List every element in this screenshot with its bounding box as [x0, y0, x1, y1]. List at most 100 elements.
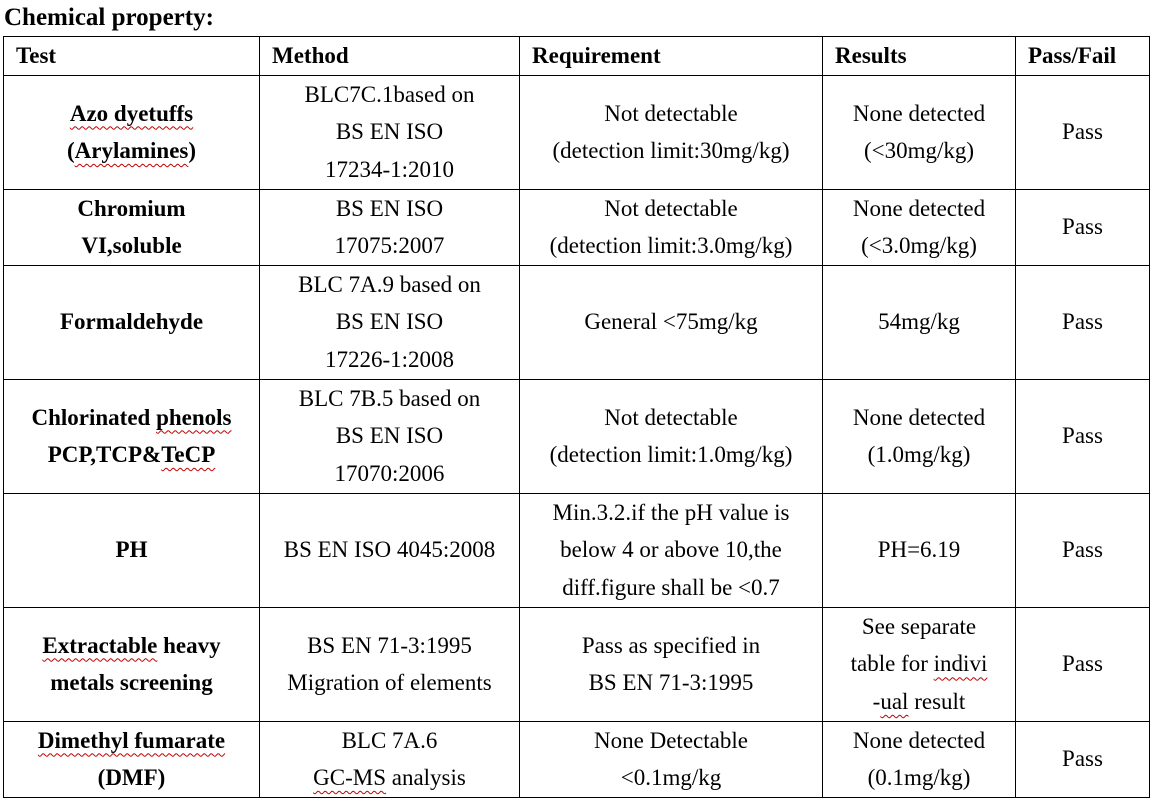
cell-line: Chlorinated phenols: [10, 399, 253, 437]
cell-line: None detected: [852, 404, 986, 430]
cell-line: 17226-1:2008: [324, 346, 455, 372]
cell-text: heavy: [157, 632, 221, 658]
test-cell: Formaldehyde: [3, 264, 260, 380]
cell-line: BLC 7B.5 based on: [298, 385, 481, 411]
spellcheck-underlined-text: Dimethyl fumarate: [37, 727, 226, 753]
cell-line: PCP,TCP&TeCP: [10, 436, 253, 474]
method-cell: BS EN ISO 4045:2008: [259, 492, 520, 608]
column-header-method: Method: [259, 36, 520, 76]
cell-line: 54mg/kg: [878, 309, 960, 335]
test-cell: Dimethyl fumarate (DMF): [3, 720, 260, 798]
column-header-pass-fail: Pass/Fail: [1015, 36, 1150, 76]
cell-text: PH: [115, 537, 148, 563]
cell-line: 17234-1:2010: [324, 156, 455, 182]
table-header-row: Test Method Requirement Results Pass/Fai…: [3, 36, 1150, 76]
cell-line: (detection limit:1.0mg/kg): [549, 442, 793, 467]
cell-text: VI,soluble: [81, 233, 182, 258]
cell-line: metals screening: [10, 664, 253, 702]
results-cell: See separate table for indivi -ual result: [822, 606, 1016, 722]
cell-line: None detected: [852, 100, 986, 126]
requirement-cell: None Detectable <0.1mg/kg: [519, 720, 823, 798]
cell-text: -: [872, 688, 881, 714]
cell-line: Pass as specified in: [581, 632, 761, 658]
cell-line: below 4 or above 10,the: [560, 537, 782, 563]
spellcheck-underlined-text: Arylamines: [74, 138, 189, 163]
cell-text: See separate: [861, 613, 977, 639]
cell-text: table for: [850, 651, 934, 677]
table-row: Dimethyl fumarate (DMF) BLC 7A.6 GC-MS anal…: [3, 720, 1150, 798]
cell-line: BS EN ISO: [335, 195, 444, 221]
requirement-cell: Not detectable (detection limit:1.0mg/kg): [519, 378, 823, 494]
method-cell: BS EN ISO 17075:2007: [259, 188, 520, 266]
method-cell: BLC7C.1based on BS EN ISO 17234-1:2010: [259, 74, 520, 190]
spellcheck-underlined-text: ual: [880, 688, 909, 714]
cell-line: BS EN 71-3:1995: [307, 632, 472, 658]
table-row: Chlorinated phenols PCP,TCP&TeCP BLC 7B.5 …: [3, 378, 1150, 494]
cell-text: analysis: [386, 765, 466, 790]
cell-line: GC-MS analysis: [266, 759, 513, 796]
cell-line: (0.1mg/kg): [867, 765, 971, 790]
cell-text: (: [66, 138, 75, 163]
cell-line: BLC 7A.9 based on: [298, 271, 481, 297]
method-cell: BLC 7A.9 based on BS EN ISO 17226-1:2008: [259, 264, 520, 380]
cell-line: See separate: [829, 608, 1009, 645]
results-cell: None detected (0.1mg/kg): [822, 720, 1016, 798]
cell-line: 17070:2006: [334, 460, 445, 486]
requirement-cell: General <75mg/kg: [519, 264, 823, 380]
pass-fail-cell: Pass: [1015, 606, 1150, 722]
test-cell: Chlorinated phenols PCP,TCP&TeCP: [3, 378, 260, 494]
cell-text: Formaldehyde: [59, 309, 204, 335]
cell-line: diff.figure shall be <0.7: [562, 574, 780, 600]
table-row: Azo dyetuffs (Arylamines) BLC7C.1based on B…: [3, 74, 1150, 190]
cell-line: Formaldehyde: [10, 303, 253, 341]
cell-line: 17075:2007: [334, 233, 445, 258]
cell-line: BS EN ISO: [335, 309, 444, 335]
cell-line: Min.3.2.if the pH value is: [552, 499, 790, 525]
cell-text: Chromium: [77, 195, 186, 221]
requirement-cell: Min.3.2.if the pH value is below 4 or abo…: [519, 492, 823, 608]
cell-line: BS EN ISO: [335, 119, 444, 145]
cell-line: Chromium: [10, 190, 253, 227]
pass-fail-cell: Pass: [1015, 264, 1150, 380]
results-cell: None detected (<30mg/kg): [822, 74, 1016, 190]
cell-line: Azo dyetuffs: [10, 95, 253, 133]
page-title: Chemical property:: [4, 4, 214, 31]
cell-line: -ual result: [829, 683, 1009, 720]
results-cell: 54mg/kg: [822, 264, 1016, 380]
pass-fail-cell: Pass: [1015, 492, 1150, 608]
results-cell: None detected (1.0mg/kg): [822, 378, 1016, 494]
requirement-cell: Pass as specified in BS EN 71-3:1995: [519, 606, 823, 722]
spellcheck-underlined-text: TeCP: [161, 442, 216, 467]
cell-line: General <75mg/kg: [584, 309, 758, 335]
cell-line: Not detectable: [604, 195, 738, 221]
column-header-test: Test: [3, 36, 260, 76]
column-header-requirement: Requirement: [519, 36, 823, 76]
table-row: Extractable heavy metals screening BS EN 7…: [3, 606, 1150, 722]
spellcheck-underlined-text: phenols: [156, 404, 232, 430]
pass-fail-cell: Pass: [1015, 74, 1150, 190]
cell-text: metals screening: [50, 670, 213, 695]
cell-line: (Arylamines): [10, 132, 253, 170]
cell-line: (detection limit:30mg/kg): [552, 138, 790, 163]
spellcheck-underlined-text: Extractable: [42, 632, 158, 658]
requirement-cell: Not detectable (detection limit:3.0mg/kg): [519, 188, 823, 266]
method-cell: BLC 7A.6 GC-MS analysis: [259, 720, 520, 798]
cell-line: Extractable heavy: [10, 627, 253, 665]
cell-text: Chlorinated: [31, 404, 157, 430]
results-cell: PH=6.19: [822, 492, 1016, 608]
spellcheck-underlined-text: indivi: [933, 651, 988, 677]
cell-line: Not detectable: [604, 100, 738, 126]
cell-line: (<30mg/kg): [863, 138, 975, 163]
cell-line: VI,soluble: [10, 227, 253, 264]
spellcheck-underlined-text: Azo dyetuffs: [69, 100, 194, 126]
cell-line: (1.0mg/kg): [867, 442, 971, 467]
table-row: Chromium VI,soluble BS EN ISO 17075:2007 Not…: [3, 188, 1150, 266]
table-row: Formaldehyde BLC 7A.9 based on BS EN ISO 17…: [3, 264, 1150, 380]
method-cell: BS EN 71-3:1995 Migration of elements: [259, 606, 520, 722]
test-cell: Extractable heavy metals screening: [3, 606, 260, 722]
cell-text: result: [908, 688, 966, 714]
cell-line: Dimethyl fumarate: [10, 722, 253, 759]
cell-line: BS EN 71-3:1995: [588, 670, 754, 695]
test-cell: Chromium VI,soluble: [3, 188, 260, 266]
cell-line: None Detectable: [594, 727, 748, 753]
